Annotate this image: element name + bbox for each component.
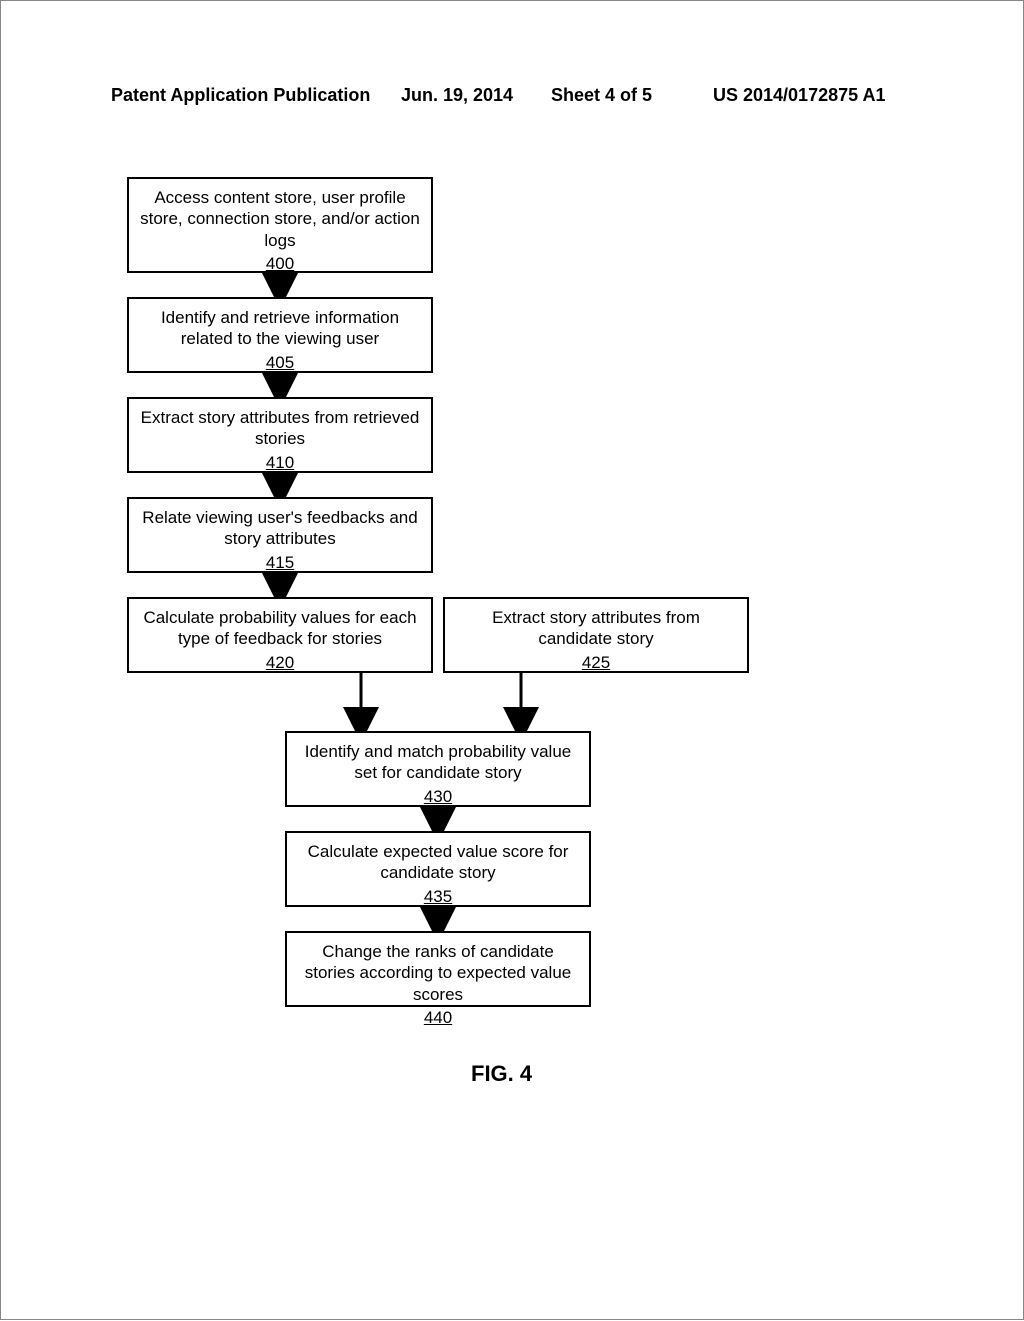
node-text: Extract story attributes from retrieved … <box>139 407 421 450</box>
flowchart: Access content store, user profile store… <box>1 1 1024 1321</box>
node-text: Extract story attributes from candidate … <box>455 607 737 650</box>
node-text: Change the ranks of candidate stories ac… <box>297 941 579 1005</box>
flowchart-node-430: Identify and match probability value set… <box>285 731 591 807</box>
node-ref: 410 <box>266 452 294 473</box>
node-ref: 415 <box>266 552 294 573</box>
node-ref: 420 <box>266 652 294 673</box>
flowchart-node-400: Access content store, user profile store… <box>127 177 433 273</box>
node-ref: 405 <box>266 352 294 373</box>
node-ref: 435 <box>424 886 452 907</box>
node-ref: 425 <box>582 652 610 673</box>
flowchart-node-415: Relate viewing user's feedbacks and stor… <box>127 497 433 573</box>
flowchart-node-435: Calculate expected value score for candi… <box>285 831 591 907</box>
node-ref: 400 <box>266 253 294 274</box>
node-text: Identify and retrieve information relate… <box>139 307 421 350</box>
flowchart-node-410: Extract story attributes from retrieved … <box>127 397 433 473</box>
node-ref: 440 <box>424 1007 452 1028</box>
flowchart-node-425: Extract story attributes from candidate … <box>443 597 749 673</box>
flowchart-node-405: Identify and retrieve information relate… <box>127 297 433 373</box>
flowchart-node-440: Change the ranks of candidate stories ac… <box>285 931 591 1007</box>
figure-caption: FIG. 4 <box>471 1061 532 1087</box>
flowchart-node-420: Calculate probability values for each ty… <box>127 597 433 673</box>
node-ref: 430 <box>424 786 452 807</box>
node-text: Access content store, user profile store… <box>139 187 421 251</box>
node-text: Relate viewing user's feedbacks and stor… <box>139 507 421 550</box>
node-text: Identify and match probability value set… <box>297 741 579 784</box>
node-text: Calculate expected value score for candi… <box>297 841 579 884</box>
page-frame: Patent Application Publication Jun. 19, … <box>0 0 1024 1320</box>
node-text: Calculate probability values for each ty… <box>139 607 421 650</box>
